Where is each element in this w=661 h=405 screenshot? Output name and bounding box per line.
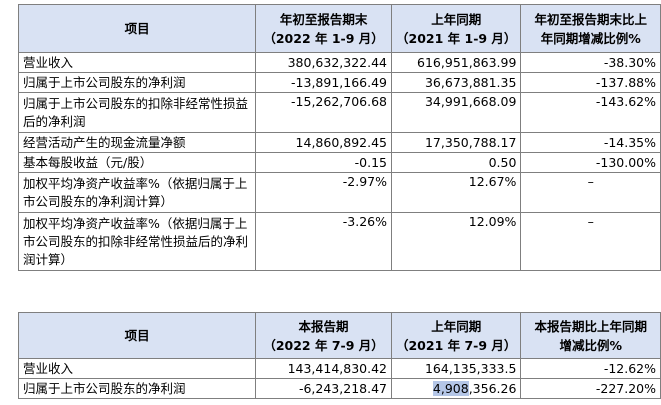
change-value: -227.20%: [520, 378, 661, 399]
table-header-row: 项目 本报告期 （2022 年 7-9 月） 上年同期 （2021 年 7-9 …: [17, 312, 661, 359]
header-line: 年初至报告期末比上: [534, 11, 647, 27]
ytd-financial-table: 项目 年初至报告期末 （2022 年 1-9 月） 上年同期 （2021 年 1…: [17, 4, 661, 271]
row-label: 加权平均净资产收益率%（依据归属于上市公司股东的净利润计算）: [17, 172, 257, 213]
current-value: -6,243,218.47: [255, 378, 392, 399]
current-value: 143,414,830.42: [255, 358, 392, 379]
table-row: 归属于上市公司股东的扣除非经常性损益后的净利润 -15,262,706.68 3…: [17, 92, 661, 133]
prior-value: 12.67%: [390, 172, 522, 213]
row-label: 经营活动产生的现金流量净额: [17, 132, 257, 153]
text-selection-highlight[interactable]: 4,908: [432, 381, 469, 396]
header-line: （2022 年 7-9 月）: [263, 337, 384, 353]
header-line: （2022 年 1-9 月）: [263, 30, 384, 46]
table-row: 基本每股收益（元/股） -0.15 0.50 -130.00%: [17, 152, 661, 173]
current-value: -3.26%: [255, 212, 392, 271]
prior-value[interactable]: 4,908,356.26: [390, 378, 522, 399]
current-value: -2.97%: [255, 172, 392, 213]
prior-value: 0.50: [390, 152, 522, 173]
table-row: 加权平均净资产收益率%（依据归属于上市公司股东的扣除非经常性损益后的净利润计算）…: [17, 212, 661, 271]
header-line: （2021 年 1-9 月）: [396, 30, 517, 46]
change-value: -143.62%: [520, 92, 661, 133]
header-line: 上年同期: [431, 11, 482, 27]
prior-value: 36,673,881.35: [390, 72, 522, 93]
change-value: -137.88%: [520, 72, 661, 93]
header-line: 上年同期: [431, 318, 482, 334]
row-label: 加权平均净资产收益率%（依据归属于上市公司股东的扣除非经常性损益后的净利润计算）: [17, 212, 257, 271]
row-label: 归属于上市公司股东的净利润: [17, 378, 257, 399]
row-label: 营业收入: [17, 52, 257, 73]
prior-value: 12.09%: [390, 212, 522, 271]
prior-value-rest: ,356.26: [468, 381, 517, 396]
header-line: 本报告期: [298, 318, 349, 334]
row-label: 归属于上市公司股东的扣除非经常性损益后的净利润: [17, 92, 257, 133]
header-change: 年初至报告期末比上 年同期增减比例%: [520, 4, 661, 53]
prior-value: 17,350,788.17: [390, 132, 522, 153]
prior-value: 616,951,863.99: [390, 52, 522, 73]
table-row: 营业收入 143,414,830.42 164,135,333.5 -12.62…: [17, 358, 661, 379]
header-item: 项目: [17, 312, 257, 359]
table-row: 归属于上市公司股东的净利润 -6,243,218.47 4,908,356.26…: [17, 378, 661, 399]
change-value: –: [520, 172, 661, 213]
header-prior-period: 上年同期 （2021 年 7-9 月）: [390, 312, 522, 359]
table-header-row: 项目 年初至报告期末 （2022 年 1-9 月） 上年同期 （2021 年 1…: [17, 4, 661, 53]
row-label: 归属于上市公司股东的净利润: [17, 72, 257, 93]
table-row: 营业收入 380,632,322.44 616,951,863.99 -38.3…: [17, 52, 661, 73]
current-value: 14,860,892.45: [255, 132, 392, 153]
header-item: 项目: [17, 4, 257, 53]
current-value: 380,632,322.44: [255, 52, 392, 73]
change-value: -14.35%: [520, 132, 661, 153]
row-label: 营业收入: [17, 358, 257, 379]
header-line: 本报告期比上年同期: [534, 318, 647, 334]
header-current-period: 本报告期 （2022 年 7-9 月）: [255, 312, 392, 359]
header-line: （2021 年 7-9 月）: [395, 337, 517, 353]
header-prior-period: 上年同期 （2021 年 1-9 月）: [390, 4, 522, 53]
current-value: -0.15: [255, 152, 392, 173]
header-line: 年同期增减比例%: [540, 30, 641, 46]
header-line: 年初至报告期末: [279, 11, 368, 27]
table-row: 加权平均净资产收益率%（依据归属于上市公司股东的净利润计算） -2.97% 12…: [17, 172, 661, 213]
current-value: -15,262,706.68: [255, 92, 392, 133]
change-value: –: [520, 212, 661, 271]
row-label: 基本每股收益（元/股）: [17, 152, 257, 173]
prior-value: 34,991,668.09: [390, 92, 522, 133]
header-change: 本报告期比上年同期 增减比例%: [520, 312, 661, 359]
table-row: 经营活动产生的现金流量净额 14,860,892.45 17,350,788.1…: [17, 132, 661, 153]
current-value: -13,891,166.49: [255, 72, 392, 93]
table-row: 归属于上市公司股东的净利润 -13,891,166.49 36,673,881.…: [17, 72, 661, 93]
quarter-financial-table: 项目 本报告期 （2022 年 7-9 月） 上年同期 （2021 年 7-9 …: [17, 312, 661, 399]
header-line: 增减比例%: [559, 337, 622, 353]
change-value: -130.00%: [520, 152, 661, 173]
change-value: -12.62%: [520, 358, 661, 379]
change-value: -38.30%: [520, 52, 661, 73]
header-current-period: 年初至报告期末 （2022 年 1-9 月）: [255, 4, 392, 53]
prior-value: 164,135,333.5: [390, 358, 522, 379]
